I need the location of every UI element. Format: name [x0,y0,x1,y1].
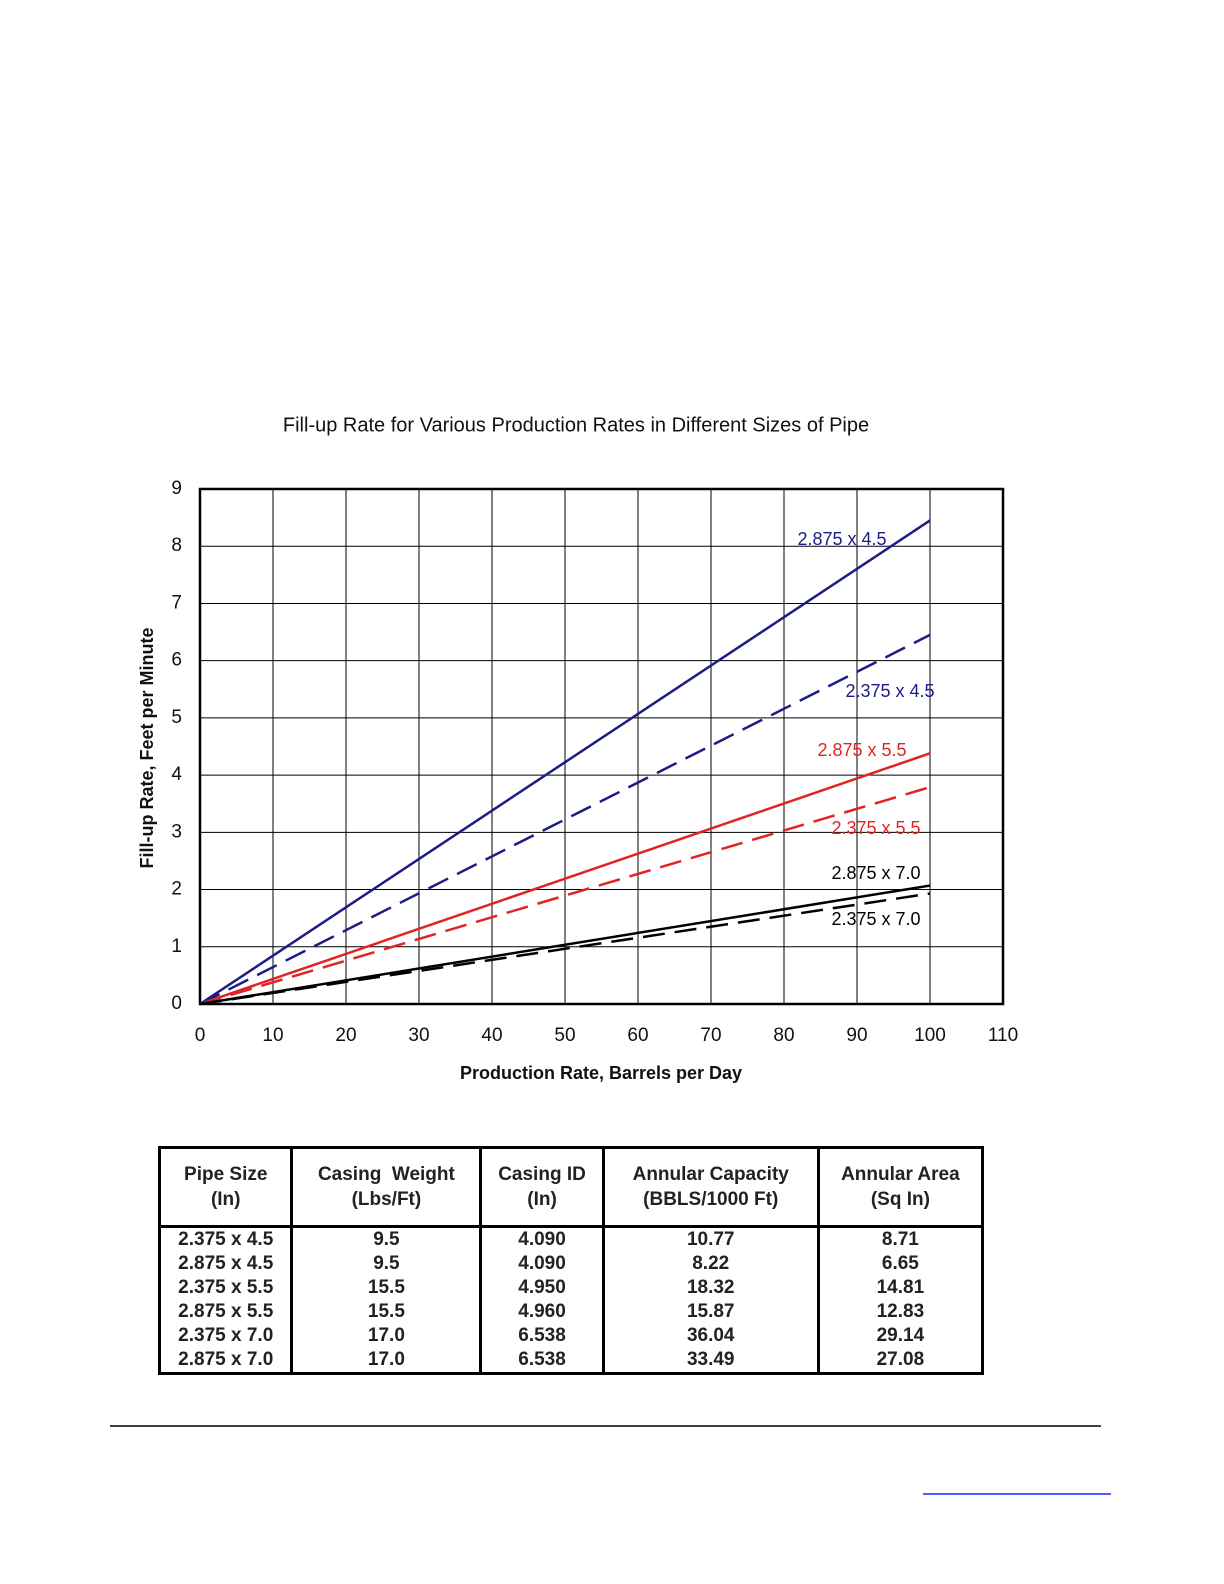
table-cell: 2.375 x 7.0 [157,1324,294,1348]
table-cell: 4.960 [479,1300,605,1324]
header-cell: Annular Area (Sq In) [816,1146,985,1228]
y-tick-label: 5 [171,707,182,728]
table-row: 2.875 x 5.5 15.5 4.960 15.87 12.83 [157,1300,985,1324]
table-cell: 6.538 [479,1348,605,1374]
table-row: 2.375 x 4.5 9.5 4.090 10.77 8.71 [157,1226,985,1252]
series-label: 2.375 x 7.0 [831,909,920,929]
table-cell: 2.875 x 7.0 [157,1348,294,1374]
header-cell: Casing ID (In) [479,1146,605,1228]
header-text: Annular Area [841,1164,960,1185]
series-label: 2.875 x 7.0 [831,863,920,883]
table-row: 2.875 x 4.5 9.5 4.090 8.22 6.65 [157,1252,985,1276]
table-cell: 15.5 [290,1276,483,1300]
table-cell: 15.87 [601,1300,820,1324]
table-cell: 36.04 [601,1324,820,1348]
header-text: (Lbs/Ft) [351,1189,422,1210]
x-tick-label: 30 [408,1025,429,1046]
chart-title: Fill-up Rate for Various Production Rate… [283,414,869,436]
table-cell: 2.875 x 5.5 [157,1300,294,1324]
table-cell: 15.5 [290,1300,483,1324]
series-label: 2.875 x 4.5 [797,529,886,549]
table-row: 2.375 x 5.5 15.5 4.950 18.32 14.81 [157,1276,985,1300]
plot-frame [198,487,1005,1006]
header-text: (In) [527,1189,557,1210]
table-cell: 27.08 [816,1348,985,1374]
table-cell: 17.0 [290,1324,483,1348]
table-cell: 4.950 [479,1276,605,1300]
header-text: (Sq In) [870,1189,930,1210]
x-tick-label: 40 [481,1025,502,1046]
table-cell: 10.77 [601,1226,820,1252]
x-axis-label: Production Rate, Barrels per Day [460,1063,742,1083]
x-tick-label: 90 [846,1025,867,1046]
y-tick-label: 4 [171,764,182,785]
table-row: 2.375 x 7.0 17.0 6.538 36.04 29.14 [157,1324,985,1348]
y-tick-label: 9 [171,478,182,499]
x-tick-label: 110 [988,1025,1018,1046]
header-cell: Casing Weight (Lbs/Ft) [290,1146,483,1228]
x-tick-label: 60 [627,1025,648,1046]
table-cell: 2.375 x 5.5 [157,1276,294,1300]
x-tick-label: 70 [700,1025,721,1046]
x-tick-label: 0 [195,1025,206,1046]
table-cell: 12.83 [816,1300,985,1324]
x-tick-label: 100 [914,1025,946,1046]
header-text: (BBLS/1000 Ft) [643,1189,779,1210]
series-label: 2.875 x 5.5 [817,740,906,760]
header-text: (In) [210,1189,241,1210]
series-label: 2.375 x 5.5 [831,818,920,838]
header-text: Casing Weight [317,1164,455,1185]
table-cell: 8.22 [601,1252,820,1276]
series-line [199,892,931,1006]
y-tick-label: 6 [171,650,182,671]
x-tick-label: 10 [262,1025,283,1046]
table-cell: 9.5 [290,1226,483,1252]
y-tick-label: 3 [171,821,182,842]
series-line [199,752,931,1006]
series-line [199,519,931,1006]
header-text: Pipe Size [184,1164,268,1185]
table-cell: 17.0 [290,1348,483,1374]
table-cell: 9.5 [290,1252,483,1276]
y-tick-label: 0 [171,993,182,1014]
y-tick-label: 1 [171,936,182,957]
table-cell: 6.65 [816,1252,985,1276]
y-tick-label: 8 [171,535,182,556]
table-cell: 6.538 [479,1324,605,1348]
y-tick-label: 7 [171,592,182,613]
table-cell: 2.875 x 4.5 [157,1252,294,1276]
table-cell: 4.090 [479,1226,605,1252]
header-cell: Pipe Size (In) [157,1146,294,1228]
table-cell: 33.49 [601,1348,820,1374]
table-cell: 2.375 x 4.5 [157,1226,294,1252]
header-text: Annular Capacity [632,1164,789,1185]
chart: Fill-up Rate for Various Production Rate… [137,414,1018,1083]
header-text: Casing ID [498,1164,586,1185]
table-cell: 4.090 [479,1252,605,1276]
x-tick-label: 50 [554,1025,575,1046]
data-table: Pipe Size (In) Casing Weight (Lbs/Ft) Casing… [157,1146,985,1375]
x-tick-label: 20 [335,1025,356,1046]
y-tick-label: 2 [171,879,182,900]
table-cell: 14.81 [816,1276,985,1300]
table-row: 2.875 x 7.0 17.0 6.538 33.49 27.08 [157,1348,985,1374]
series-label: 2.375 x 4.5 [845,681,934,701]
series-line [199,633,931,1006]
table-cell: 8.71 [816,1226,985,1252]
series-line [199,884,931,1006]
x-tick-label: 80 [773,1025,794,1046]
y-axis-label: Fill-up Rate, Feet per Minute [137,627,157,868]
table-cell: 29.14 [816,1324,985,1348]
header-cell: Annular Capacity (BBLS/1000 Ft) [601,1146,820,1228]
table-cell: 18.32 [601,1276,820,1300]
